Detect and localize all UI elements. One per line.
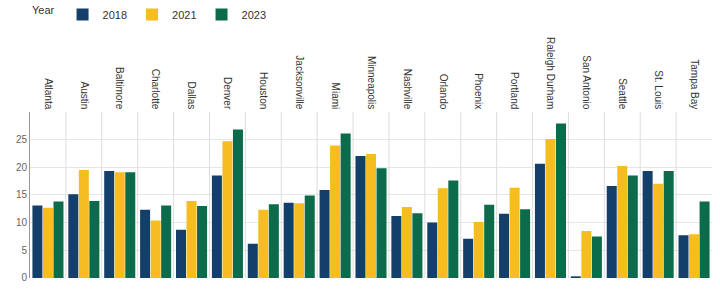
svg-text:Nashville: Nashville	[402, 69, 413, 110]
svg-text:Year: Year	[32, 4, 55, 16]
svg-text:Baltimore: Baltimore	[114, 67, 125, 110]
svg-text:Dallas: Dallas	[186, 81, 197, 109]
svg-text:20: 20	[16, 162, 28, 173]
svg-text:Austin: Austin	[79, 81, 90, 109]
svg-text:2018: 2018	[103, 9, 127, 21]
svg-text:Orlando: Orlando	[438, 74, 449, 110]
svg-text:Portland: Portland	[509, 72, 520, 109]
svg-text:Charlotte: Charlotte	[150, 69, 161, 110]
svg-text:Raleigh Durham: Raleigh Durham	[545, 37, 556, 109]
svg-text:Minneapolis: Minneapolis	[366, 56, 377, 109]
svg-text:10: 10	[16, 217, 28, 228]
svg-text:Jacksonville: Jacksonville	[294, 55, 305, 109]
svg-text:Tampa Bay: Tampa Bay	[689, 59, 700, 109]
svg-text:0: 0	[21, 272, 27, 283]
svg-text:5: 5	[21, 245, 27, 256]
svg-text:San Antonio: San Antonio	[581, 55, 592, 109]
svg-text:Houston: Houston	[258, 72, 269, 109]
svg-text:Phoenix: Phoenix	[473, 73, 484, 109]
svg-text:2021: 2021	[172, 9, 196, 21]
svg-text:St. Louis: St. Louis	[653, 70, 664, 109]
svg-text:Seattle: Seattle	[617, 78, 628, 110]
svg-text:2023: 2023	[242, 9, 266, 21]
svg-text:Atlanta: Atlanta	[43, 78, 54, 110]
svg-text:15: 15	[16, 189, 28, 200]
svg-text:25: 25	[16, 134, 28, 145]
svg-text:Denver: Denver	[222, 77, 233, 110]
svg-text:Miami: Miami	[330, 83, 341, 110]
